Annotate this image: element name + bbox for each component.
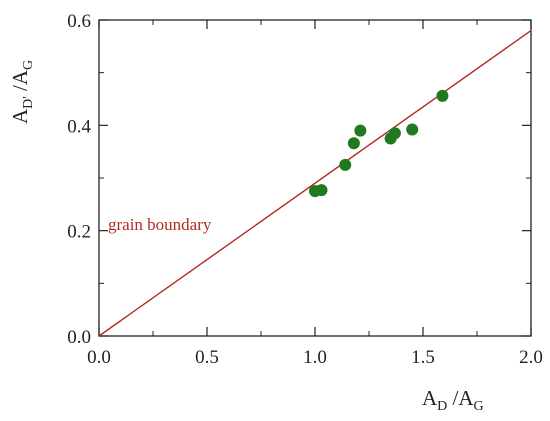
data-point <box>339 158 352 171</box>
tick-labels: 0.0 0.5 1.0 1.5 2.0 0.0 0.2 0.4 0.6 <box>67 11 543 368</box>
y-tick-label: 0.0 <box>67 327 91 348</box>
data-point <box>315 184 328 197</box>
grain-boundary-annotation: grain boundary <box>108 215 212 234</box>
x-axis-label: AD /AG <box>422 386 484 414</box>
data-point <box>406 123 419 136</box>
y-tick-label: 0.6 <box>67 11 91 32</box>
x-tick-label: 1.5 <box>411 347 435 368</box>
grain-boundary-line <box>98 29 532 337</box>
axis-ticks <box>98 19 532 337</box>
data-point <box>347 137 360 150</box>
data-point <box>354 124 367 137</box>
x-tick-label: 2.0 <box>519 347 543 368</box>
plot-frame <box>98 19 532 337</box>
x-tick-label: 0.5 <box>195 347 219 368</box>
y-tick-label: 0.2 <box>67 222 91 243</box>
y-axis-label: AD' /AG <box>8 60 36 124</box>
y-tick-label: 0.4 <box>67 116 91 137</box>
data-point <box>388 127 401 140</box>
x-tick-label: 0.0 <box>87 347 111 368</box>
data-point <box>436 89 449 102</box>
data-points <box>309 89 449 198</box>
x-tick-label: 1.0 <box>303 347 327 368</box>
